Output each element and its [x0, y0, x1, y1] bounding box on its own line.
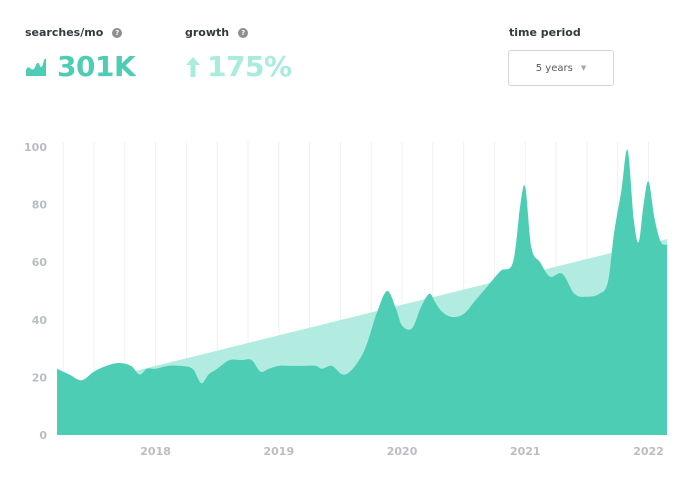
question-icon[interactable]: ?	[112, 27, 123, 38]
y-tick-label: 100	[24, 141, 47, 154]
searches-label: searches/mo	[25, 26, 104, 39]
searches-value: 301K	[57, 50, 136, 83]
x-tick-label: 2019	[264, 445, 295, 458]
y-tick-label: 20	[32, 371, 48, 384]
x-tick-label: 2021	[510, 445, 541, 458]
y-tick-label: 80	[32, 199, 48, 212]
x-tick-label: 2020	[387, 445, 418, 458]
searches-label-row: searches/mo ?	[25, 26, 123, 39]
y-tick-label: 0	[39, 429, 47, 442]
x-axis: 2018 2019 2020 2021 2022	[140, 445, 664, 458]
y-tick-label: 60	[32, 256, 48, 269]
y-tick-label: 40	[32, 314, 48, 327]
time-period-selected: 5 years	[535, 62, 573, 74]
growth-value-row: 175%	[185, 50, 292, 83]
growth-value: 175%	[207, 50, 292, 83]
growth-label-row: growth ?	[185, 26, 249, 39]
searches-value-row: 301K	[25, 50, 136, 83]
y-axis: 0 20 40 60 80 100	[24, 141, 47, 442]
chevron-down-icon: ▼	[580, 64, 587, 72]
x-tick-label: 2022	[633, 445, 664, 458]
search-volume-area	[57, 149, 667, 435]
time-period-select[interactable]: 5 years ▼	[508, 50, 614, 86]
question-icon[interactable]: ?	[238, 27, 249, 38]
time-period-label: time period	[509, 26, 581, 39]
arrow-up-icon	[186, 56, 200, 77]
growth-label: growth	[185, 26, 230, 39]
x-tick-label: 2018	[140, 445, 171, 458]
area-chart-icon	[26, 57, 46, 76]
